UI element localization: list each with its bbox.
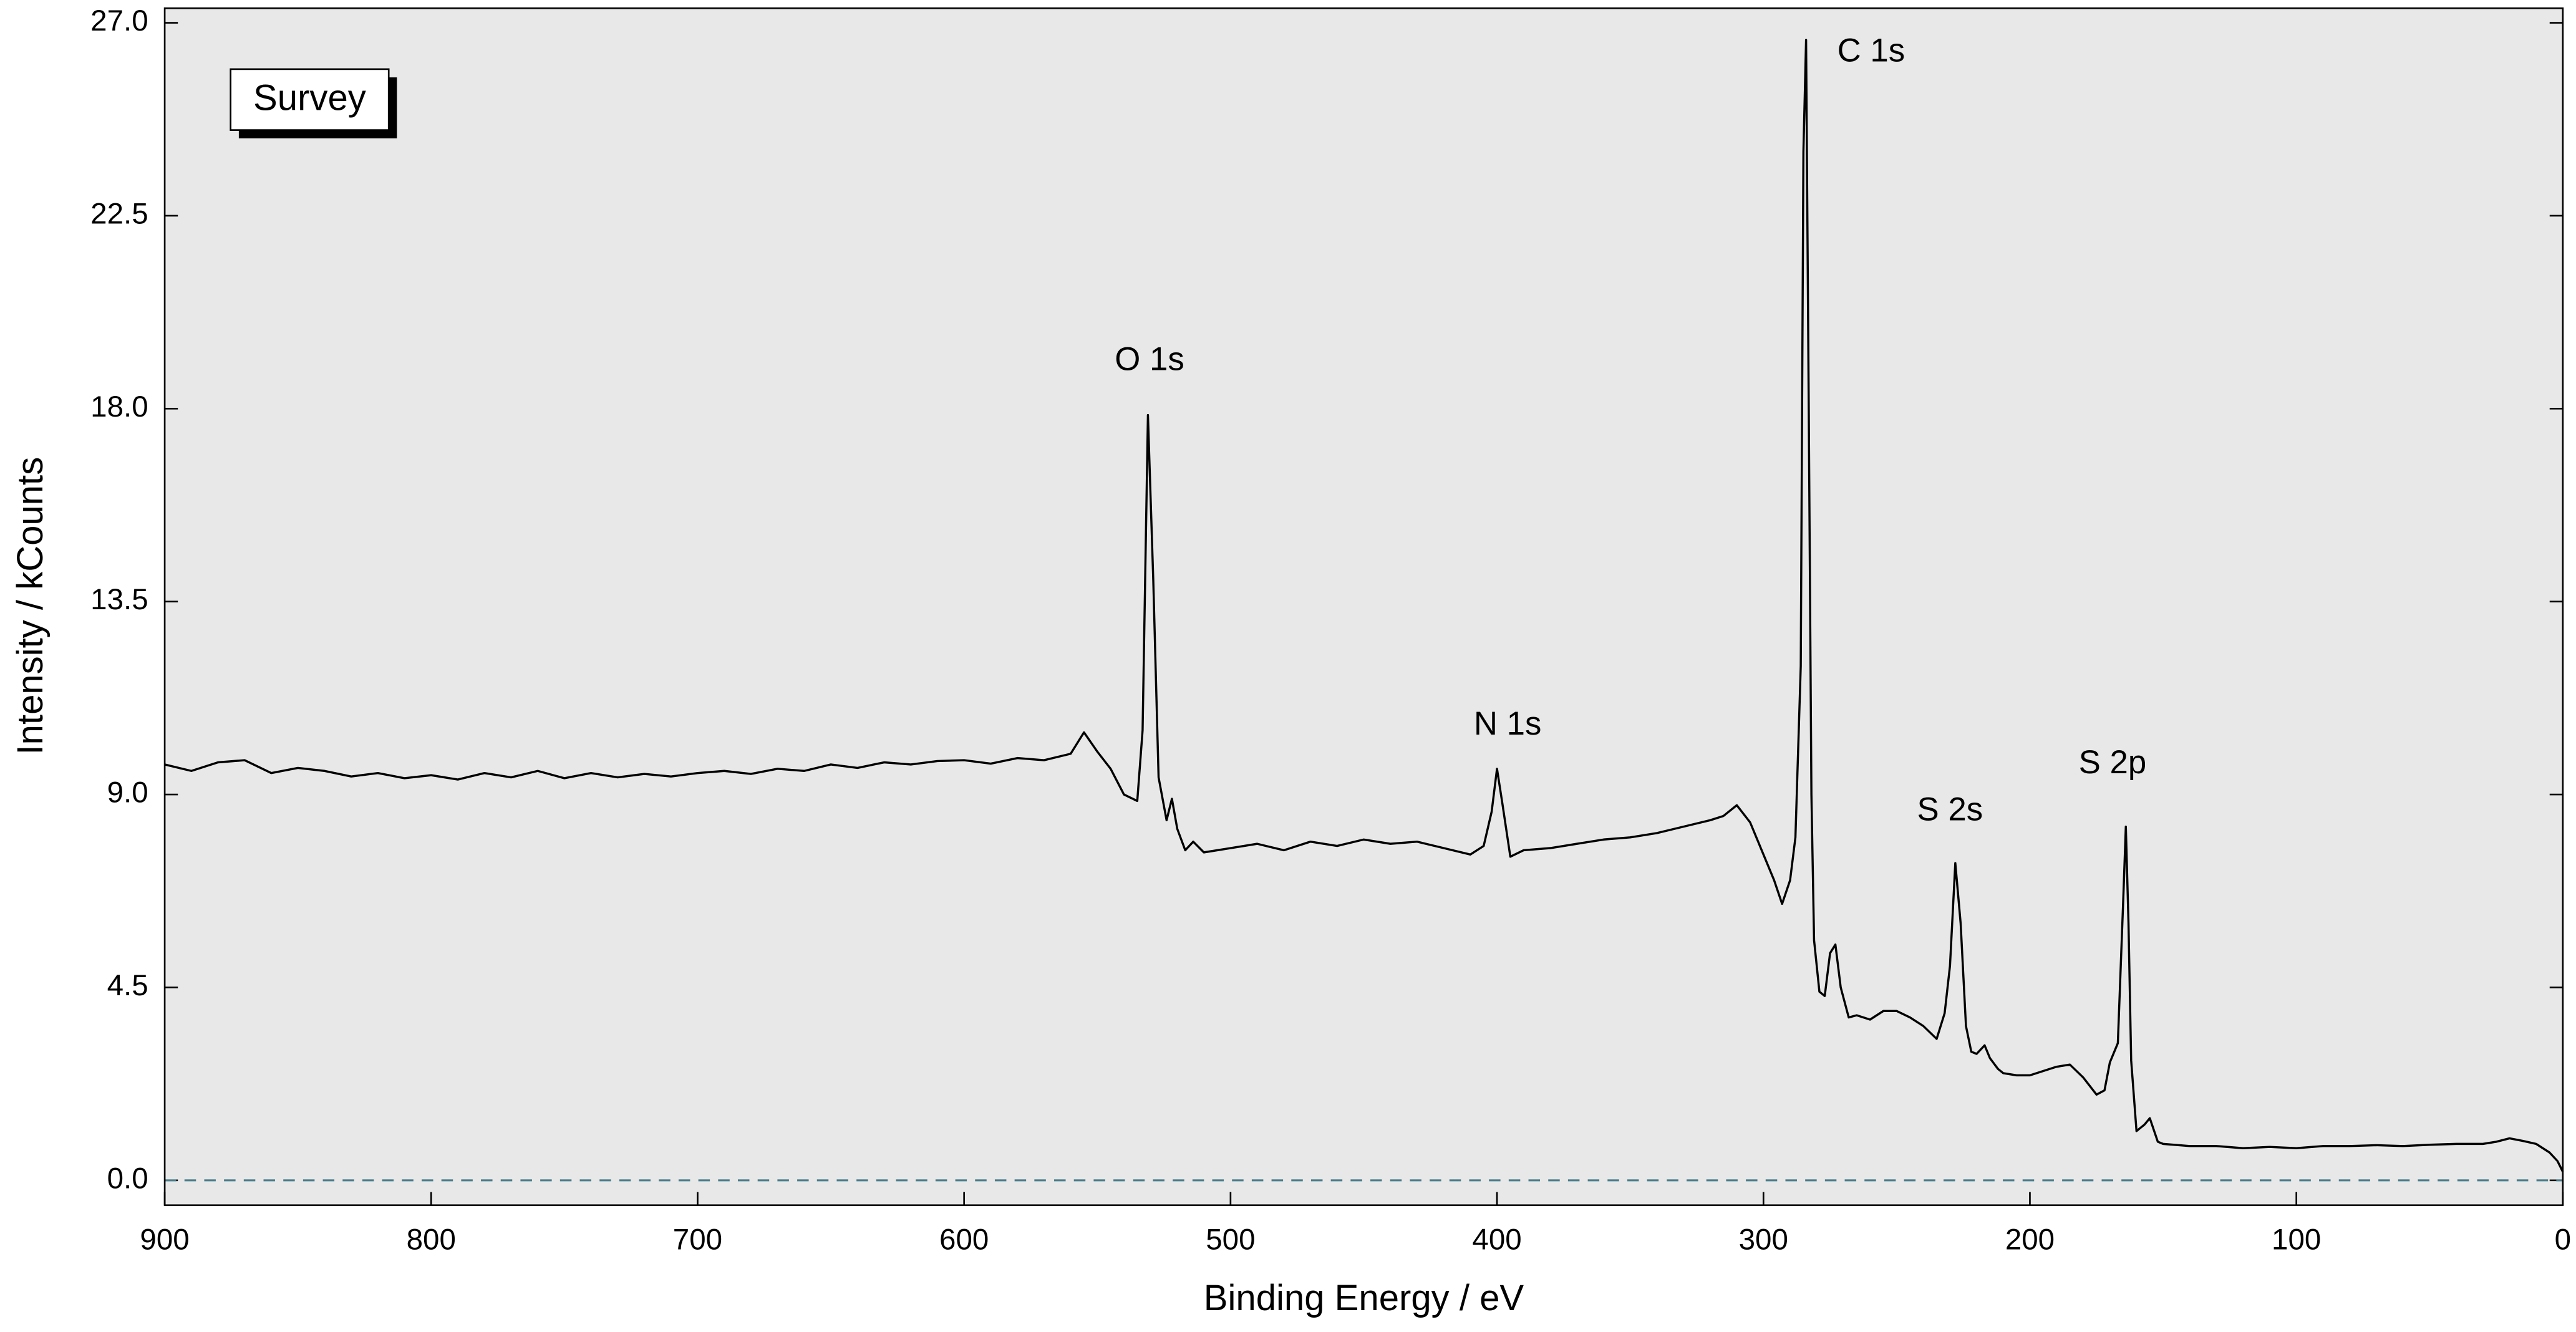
y-tick-label: 18.0 [90,390,148,423]
peak-label: N 1s [1474,705,1542,742]
x-tick-label: 0 [2555,1223,2571,1256]
x-tick-label: 100 [2272,1223,2321,1256]
y-tick-label: 13.5 [90,583,148,616]
x-tick-label: 400 [1472,1223,1521,1256]
marks-layer [164,39,2564,1182]
y-tick-label: 22.5 [90,197,148,230]
spectrum-line [164,39,2564,1172]
x-tick-label: 500 [1206,1223,1255,1256]
y-tick-label: 9.0 [107,776,148,809]
x-tick-label: 900 [140,1223,189,1256]
peak-label: S 2s [1917,791,1983,828]
legend-box [230,68,390,131]
x-axis-title: Binding Energy / eV [1204,1278,1524,1318]
x-tick-label: 700 [673,1223,722,1256]
y-tick-label: 4.5 [107,969,148,1002]
y-tick-label: 27.0 [90,4,148,37]
ticks-layer [163,22,2564,1205]
peak-label: S 2p [2079,744,2147,781]
y-tick-label: 0.0 [107,1162,148,1195]
plot-area [165,8,2563,1205]
y-axis-title: Intensity / kCounts [10,457,51,755]
x-tick-label: 600 [939,1223,989,1256]
x-tick-label: 800 [407,1223,456,1256]
legend-label: Survey [253,77,366,118]
peak-label: O 1s [1115,341,1184,378]
x-tick-label: 200 [2005,1223,2055,1256]
plot-frame [163,7,2564,1207]
peak-label: C 1s [1838,32,1905,69]
x-tick-label: 300 [1739,1223,1788,1256]
